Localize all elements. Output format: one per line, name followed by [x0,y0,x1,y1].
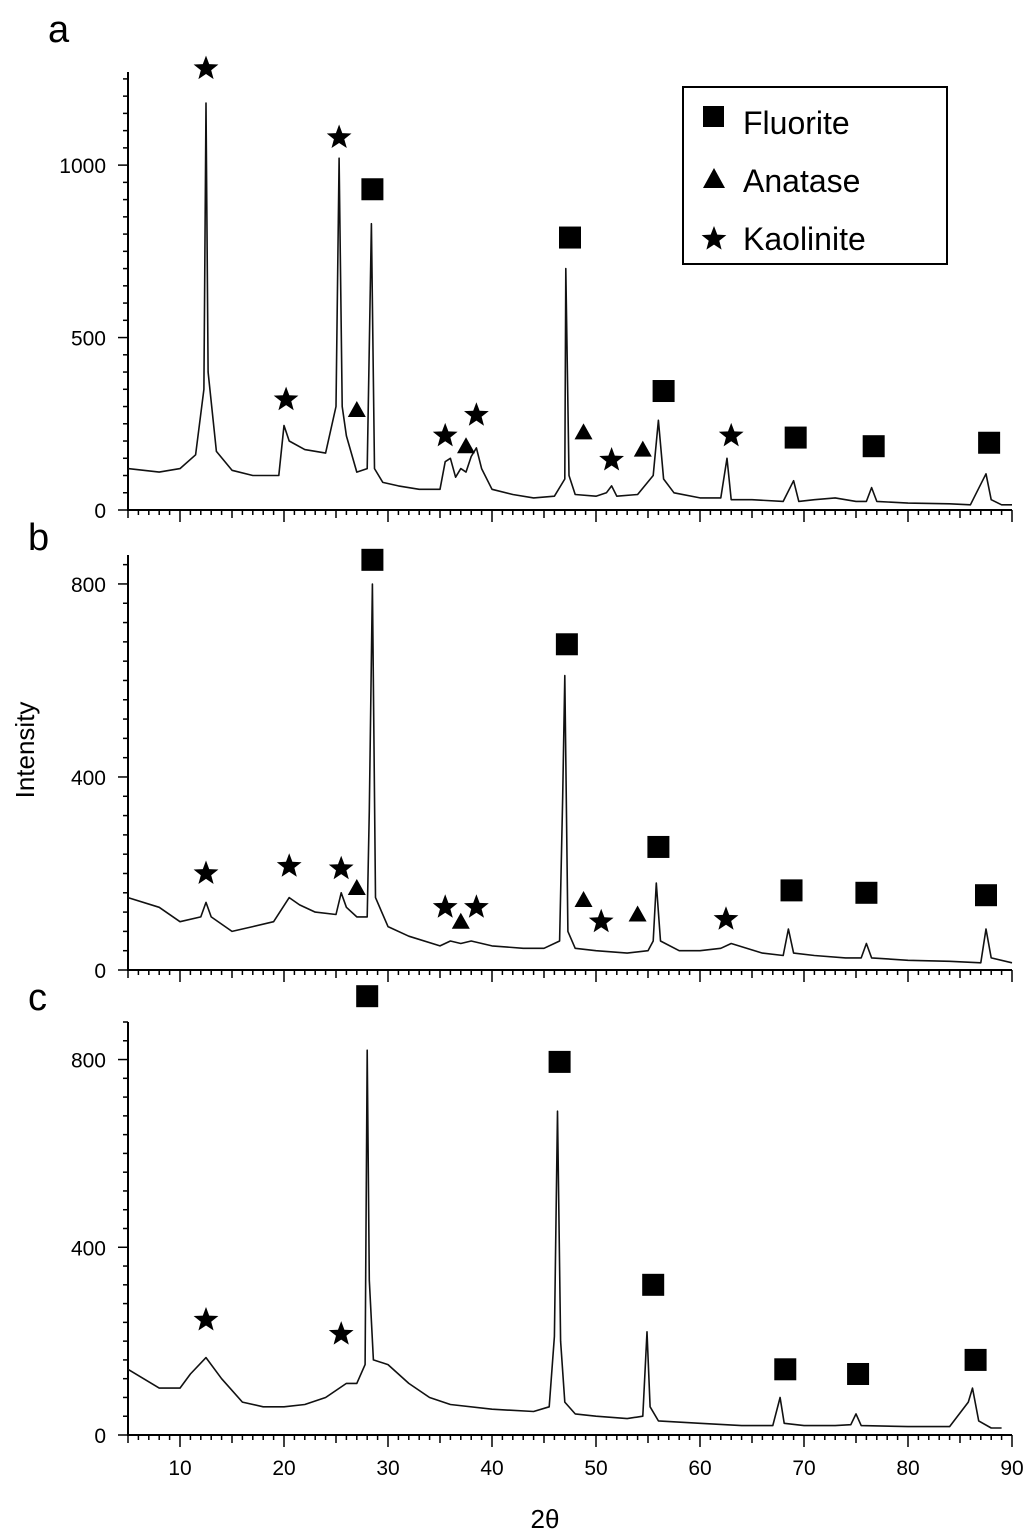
fluorite-marker [642,1273,665,1296]
square-icon [703,106,724,127]
fluorite-marker [548,1050,571,1073]
x-axis-title: 2θ [531,1504,560,1534]
fluorite-marker [964,1348,987,1371]
anatase-marker [574,891,593,908]
xrd-trace-c [127,1049,1002,1429]
kaolinite-marker [328,1321,354,1345]
kaolinite-marker [328,855,354,880]
x-tick-label: 90 [1000,1457,1023,1480]
kaolinite-marker [193,1307,219,1331]
fluorite-marker [855,881,878,904]
triangle-icon [703,168,725,188]
kaolinite-marker [432,422,458,447]
anatase-marker [574,423,593,440]
legend-label-kaolinite: Kaolinite [743,221,866,257]
kaolinite-marker [193,860,219,884]
fluorite-marker [361,548,384,571]
anatase-marker [451,912,470,929]
y-tick-label: 0 [94,1425,106,1448]
x-tick-label: 40 [480,1457,503,1480]
anatase-marker [628,905,647,922]
panel-a: 0 500 1000 [59,55,1013,523]
fluorite-marker [361,178,384,201]
fluorite-marker [647,835,670,858]
kaolinite-marker [273,386,299,411]
y-tick-label: 400 [71,767,106,790]
x-tick-label: 10 [168,1457,191,1480]
x-tick-label: 20 [272,1457,295,1480]
legend-entry-fluorite: Fluorite [703,105,850,141]
legend-box [682,86,948,265]
panel-a-label: a [48,9,70,51]
x-tick-label: 30 [376,1457,399,1480]
y-tick-label: 0 [94,500,106,523]
fluorite-marker [780,879,803,902]
kaolinite-marker [588,908,614,933]
kaolinite-marker [326,124,352,148]
y-tick-label: 0 [94,960,106,983]
anatase-marker [633,440,652,457]
y-tick-label: 500 [71,328,106,351]
anatase-marker [347,878,366,895]
x-tick-label: 80 [896,1457,919,1480]
kaolinite-marker [599,447,624,471]
y-tick-label: 800 [71,1050,106,1073]
kaolinite-marker [432,894,458,918]
panel-c-label: c [28,977,47,1019]
legend-label-fluorite: Fluorite [743,105,850,141]
kaolinite-marker [713,906,739,930]
legend-label-anatase: Anatase [743,163,860,199]
panel-b-label: b [28,517,49,559]
y-axis-title: Intensity [10,702,40,799]
fluorite-marker [652,380,675,403]
xrd-trace-a [127,102,1012,506]
kaolinite-marker [464,894,489,918]
panel-b: 0 400 800 [71,548,1013,983]
fluorite-marker [862,435,885,458]
kaolinite-marker [464,402,489,426]
panel-c: 0 400 800 [71,985,1013,1448]
x-tick-label: 60 [688,1457,711,1480]
fluorite-marker [559,226,581,249]
y-tick-label: 1000 [59,155,106,178]
kaolinite-marker [718,422,744,447]
legend: Fluorite Anatase Kaolinite [682,86,948,265]
fluorite-marker [774,1358,797,1381]
fluorite-marker [356,985,379,1008]
fluorite-marker [784,426,807,449]
kaolinite-marker [193,55,219,80]
fluorite-marker [847,1362,870,1385]
anatase-marker [457,437,475,454]
star-icon [701,226,727,250]
y-tick-label: 800 [71,574,106,597]
fluorite-marker [555,633,578,656]
y-tick-label: 400 [71,1237,106,1260]
x-tick-label: 50 [584,1457,607,1480]
fluorite-marker [975,884,997,907]
legend-entry-anatase: Anatase [703,163,860,199]
x-tick-label: 70 [792,1457,815,1480]
anatase-marker [347,400,366,417]
kaolinite-marker [276,853,302,877]
legend-entry-kaolinite: Kaolinite [701,221,866,257]
xrd-trace-b [127,583,1013,964]
fluorite-marker [978,431,1001,454]
